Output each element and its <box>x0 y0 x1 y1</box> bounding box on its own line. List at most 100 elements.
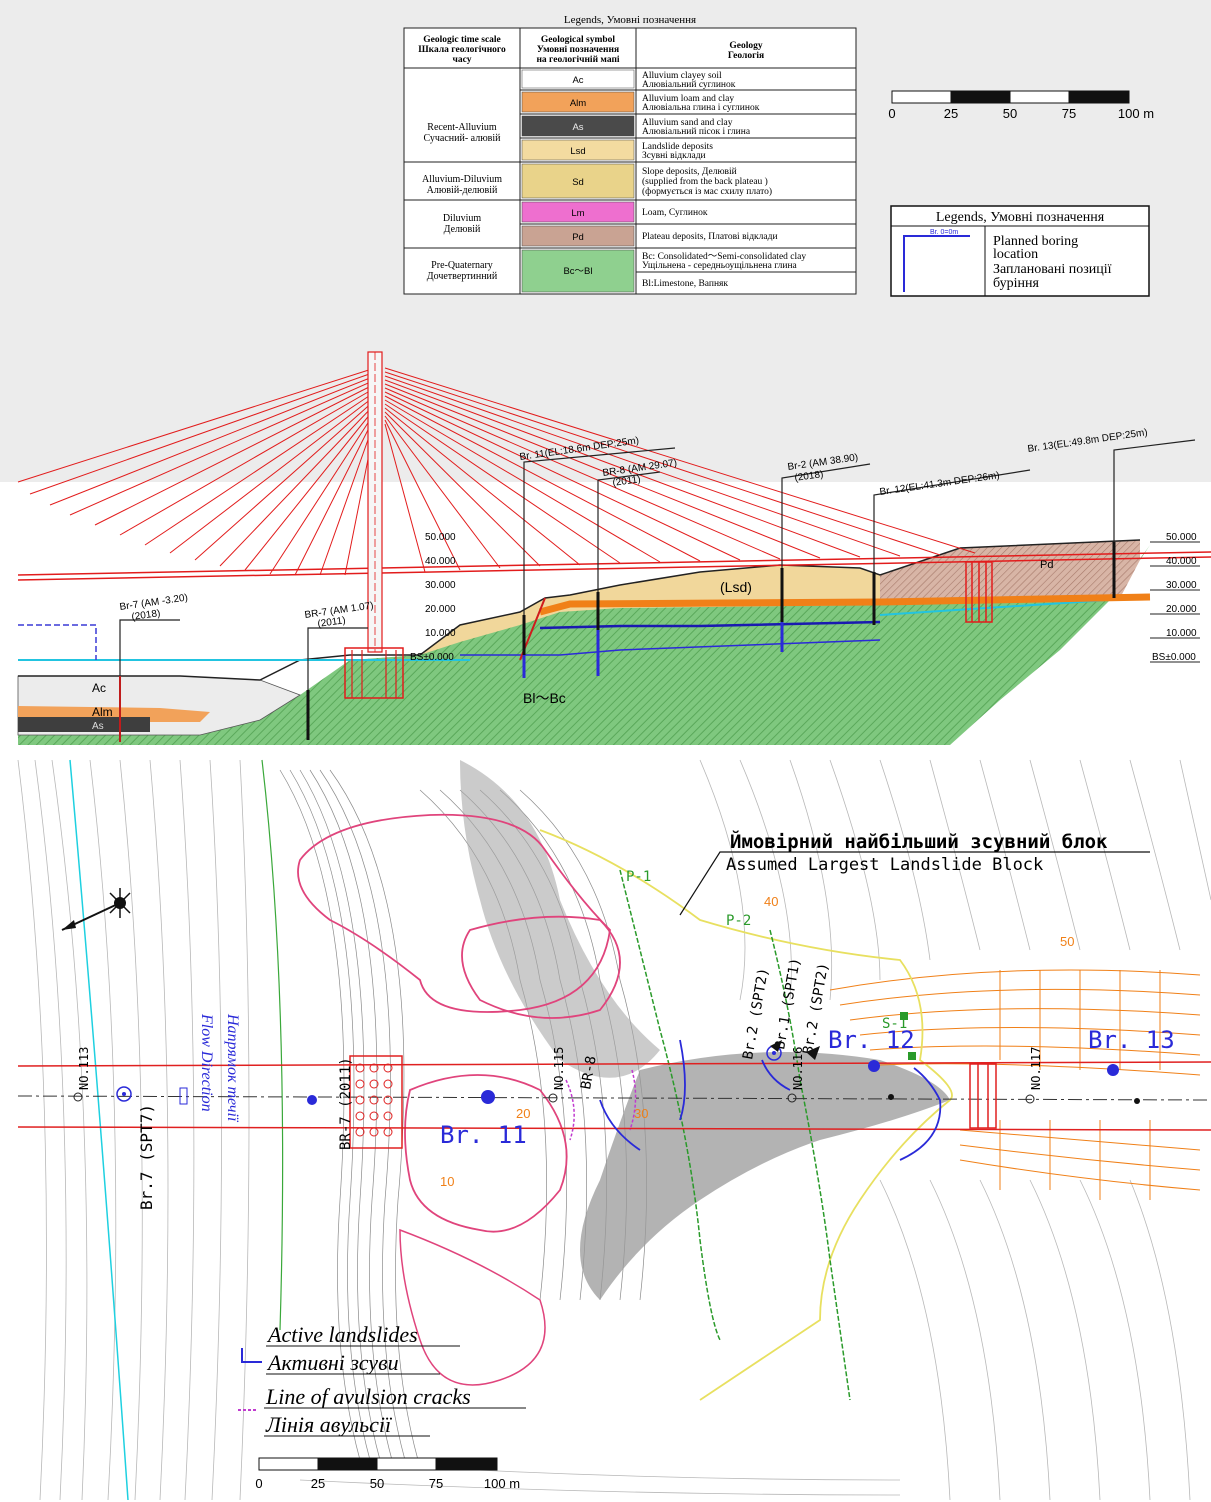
symbol-ac: Ac <box>572 75 583 86</box>
landslide-block-callout: Ймовірний найбільший зсувний блок Assume… <box>679 830 1150 916</box>
contour-labels: 10 20 30 40 50 <box>440 894 1074 1189</box>
label-br11: Br. 11 <box>440 1121 527 1149</box>
elev-left-30: 30.000 <box>425 580 456 591</box>
bridge-alignment <box>17 1061 1211 1131</box>
landslide-mass-shading <box>580 1052 950 1300</box>
station-markers: NO.113 NO.115 NO.116 NO.117 <box>73 1047 1043 1104</box>
label-as: As <box>92 721 104 732</box>
elev-left-40: 40.000 <box>425 556 456 567</box>
label-ac: Ac <box>92 681 106 695</box>
elev-left-10: 10.000 <box>425 628 456 639</box>
boring-legend-line4: буріння <box>993 276 1039 291</box>
geology-bc-en: Bc: Consolidated～Semi-consolidated clay <box>642 252 806 262</box>
symbol-as: As <box>572 122 583 133</box>
header-geology-en: Geology <box>729 41 762 51</box>
boring-sample-label: Br. 0=0m <box>930 229 958 236</box>
header-symbol-ua2: на геологічній мапі <box>536 54 619 65</box>
header-geology-ua: Геологія <box>728 50 764 61</box>
scale-bar-bottom: 0 25 50 75 100 m <box>255 1457 520 1491</box>
assumed-largest-block-outline <box>539 829 953 1401</box>
callout-title-en: Assumed Largest Landslide Block <box>726 855 1043 875</box>
group-prequaternary-en: Pre-Quaternary <box>431 260 493 271</box>
slip-line-2 <box>539 620 881 630</box>
flow-label-en: Flow Direction <box>198 1013 215 1112</box>
station-no115: NO.115 <box>552 1047 566 1090</box>
contour-10: 10 <box>440 1174 454 1189</box>
north-arrow-icon <box>61 888 131 931</box>
scale-top-0: 0 <box>888 106 895 121</box>
piezometer-line-p2 <box>769 929 851 1401</box>
elev-left-20: 20.000 <box>425 604 456 615</box>
cable-stays-left <box>17 367 376 576</box>
group-diluvium-ua: Делювій <box>444 224 481 235</box>
geology-sd-en: Slope deposits, Делювій <box>642 166 737 177</box>
piezometer-line-p1 <box>619 869 721 1341</box>
station-no117: NO.117 <box>1029 1047 1043 1090</box>
avulsion-crack-lines <box>565 1069 637 1141</box>
bridge-deck-lower <box>17 556 1211 581</box>
scale-bottom-50: 50 <box>370 1476 384 1491</box>
scale-bottom-75: 75 <box>429 1476 443 1491</box>
elev-right-40: 40.000 <box>1166 556 1197 567</box>
label-bl-bc: Bl～Bc <box>523 690 566 706</box>
group-prequaternary-ua: Дочетвертинний <box>427 271 498 282</box>
symbol-pd: Pd <box>572 232 584 243</box>
symbol-alm: Alm <box>570 98 586 109</box>
legend-active-en: Active landslides <box>266 1322 418 1347</box>
boring-br7-2011: BR-7 (2011) <box>338 1057 354 1150</box>
symbol-lsd: Lsd <box>570 146 585 157</box>
pylon-foundation <box>344 647 404 699</box>
contour-30: 30 <box>634 1106 648 1121</box>
flow-arrow-icon <box>179 1087 188 1105</box>
boring-legend-line1: Planned boring <box>993 234 1078 249</box>
label-lsd: (Lsd) <box>720 579 752 595</box>
map-legend: Active landslides Активні зсуви Line of … <box>238 1322 526 1437</box>
geology-lm: Loam, Суглинок <box>642 208 708 218</box>
station-no113: NO.113 <box>77 1047 91 1090</box>
group-alluvium-diluvium-en: Alluvium-Diluvium <box>422 174 502 185</box>
boring-legend-line2: location <box>993 247 1038 262</box>
geology-alm-ua: Алювіальна глина і суглинок <box>642 103 760 113</box>
symbol-bc-bl: Bc～Bl <box>563 266 592 277</box>
geology-as-ua: Алювіальний пісок і глина <box>642 126 751 137</box>
boring-br1: Br.1 (SPT1) <box>772 957 804 1051</box>
header-symbol-ua: Умовні позначення <box>537 44 619 55</box>
header-symbol-en: Geological symbol <box>541 35 616 45</box>
elev-left-50: 50.000 <box>425 532 456 543</box>
geology-bc-ua: Ущільнена - середньоущільнена глина <box>642 261 798 271</box>
group-diluvium-en: Diluvium <box>443 213 482 224</box>
legend-cracks-en: Line of avulsion cracks <box>265 1384 471 1409</box>
label-br12: Br. 12 <box>828 1026 915 1054</box>
legend-table: Geologic time scale Шкала геологічного ч… <box>403 27 857 295</box>
scale-bottom-0: 0 <box>255 1476 262 1491</box>
scale-bottom-25: 25 <box>311 1476 325 1491</box>
symbol-lm: Lm <box>571 208 584 219</box>
group-recent-ua: Сучасний- алювій <box>423 133 501 144</box>
river-line <box>69 759 129 1501</box>
slip-line-1 <box>460 639 881 656</box>
river-bank-green <box>261 759 284 1331</box>
header-time-ua: Шкала геологічного <box>418 44 506 55</box>
boring-br8: BR-8 <box>578 1055 600 1091</box>
geology-as-en: Alluvium sand and clay <box>642 118 733 128</box>
label-br13: Br. 13 <box>1088 1026 1175 1054</box>
label-p1: P-1 <box>626 869 651 885</box>
header-time-ua2: часу <box>453 55 472 65</box>
borehole-year-br7: (2018) <box>131 608 161 623</box>
group-recent-en: Recent-Alluvium <box>427 122 497 133</box>
elev-right-30: 30.000 <box>1166 580 1197 591</box>
legend-cracks-ua: Лінія авульсії <box>265 1412 393 1437</box>
active-landslide-symbol <box>241 1348 262 1363</box>
geology-ac-ua: Алювіальний суглинок <box>642 79 736 90</box>
scale-top-50: 50 <box>1003 106 1017 121</box>
label-pd: Pd <box>1040 559 1053 571</box>
cross-section: 50.000 40.000 30.000 20.000 10.000 BS±0.… <box>17 351 1211 745</box>
planned-boring-symbol <box>903 235 970 292</box>
callout-title-ua: Ймовірний найбільший зсувний блок <box>730 830 1108 853</box>
borehole-br8: BR-8 (AM 29.07) (2011) <box>596 458 678 676</box>
geology-pd: Plateau deposits, Платові відклади <box>642 232 778 242</box>
elevation-axis-left: 50.000 40.000 30.000 20.000 10.000 BS±0.… <box>410 532 456 663</box>
elev-right-10: 10.000 <box>1166 628 1197 639</box>
legend-panel: Legends, Умовні позначення Geologic time… <box>403 14 1154 297</box>
